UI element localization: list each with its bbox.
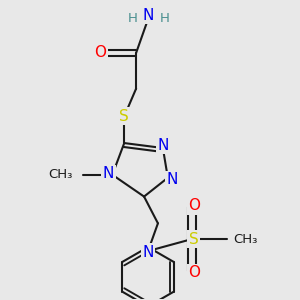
Text: H: H (128, 12, 138, 25)
Text: N: N (166, 172, 178, 187)
Text: N: N (103, 166, 114, 181)
Text: CH₃: CH₃ (48, 168, 73, 181)
Text: H: H (160, 12, 170, 25)
Text: S: S (189, 232, 199, 247)
Text: O: O (189, 198, 201, 213)
Text: S: S (119, 109, 129, 124)
Text: N: N (142, 8, 154, 23)
Text: O: O (94, 45, 106, 60)
Text: N: N (142, 244, 154, 260)
Text: O: O (189, 266, 201, 280)
Text: CH₃: CH₃ (233, 233, 258, 246)
Text: N: N (157, 137, 169, 152)
